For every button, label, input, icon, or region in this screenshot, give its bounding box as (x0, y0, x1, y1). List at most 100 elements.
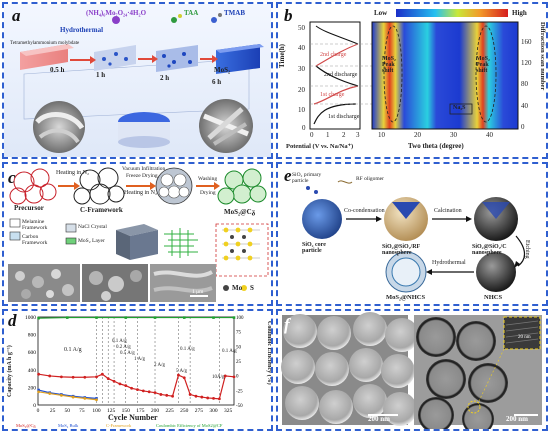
xtick-0: 0 (310, 131, 314, 139)
legend-mos2-layer: MoS₂ Layer (78, 238, 105, 244)
legend-cframe: C-Framework (106, 423, 132, 428)
precursor-rod (20, 44, 74, 70)
series-2-point-4 (83, 397, 87, 400)
carbon-icon (9, 231, 21, 241)
tmab-label: TMAB (224, 9, 245, 17)
ytick-20: 20 (298, 86, 305, 94)
series-0-point-3 (71, 375, 75, 379)
mos2-layer-icon (65, 237, 77, 245)
y-tick-3: 600 (28, 350, 37, 356)
series-3-point-0 (37, 316, 40, 320)
label-etching: Etching (524, 240, 530, 259)
series-line-2 (38, 391, 97, 401)
name-mos2c: MoS₂@Cᵹ (224, 208, 256, 216)
hydrothermal-label: Hydrothermal (60, 26, 104, 34)
series-0-point-0 (37, 372, 40, 376)
step-washing: Washing (198, 176, 218, 182)
y2-tick-1: 75 (236, 331, 242, 336)
tmab-icon (211, 17, 217, 23)
x-tick-10: 250 (180, 408, 189, 414)
sem-image-2 (82, 264, 148, 302)
d-ylabel-left: Capacity (mA h g⁻¹) (7, 345, 13, 397)
x-tick-13: 325 (224, 408, 233, 414)
series-0-point-5 (95, 375, 98, 379)
x-tick-8: 200 (151, 408, 160, 414)
y-tick-5: 1000 (25, 315, 36, 321)
x-tick-6: 150 (122, 408, 131, 414)
series-0-point-21 (188, 393, 192, 396)
panel-c: c Heating in N₂ Vacuum Infiltration Free… (2, 162, 273, 306)
right-ytick-160: 160 (521, 38, 532, 46)
mos2-shift-left: MoS₂ Peak shift (382, 56, 396, 74)
time-2h: 2 h (160, 74, 170, 82)
molybdate-formula: (NH₄)₆Mo₇O₂₄·4H₂O (86, 9, 147, 17)
series-0-point-17 (165, 393, 169, 397)
step-heating-1: Heating in N₂ (56, 170, 90, 176)
scale-left: 200 nm (368, 415, 390, 423)
series-0-point-8 (112, 379, 116, 383)
curve-2nd-discharge (315, 65, 359, 87)
series-line-3 (38, 316, 234, 319)
legend-ce: Coulombic Efficiency of MoS2@CF (156, 423, 223, 428)
step-vacuum: Vacuum Infiltration (122, 166, 166, 172)
rate-10: 10A/g (212, 375, 225, 380)
sem-image-1 (8, 264, 80, 302)
taa-icon (171, 17, 177, 23)
series-2-point-1 (48, 392, 52, 395)
precursor-network (9, 168, 57, 205)
atom-mo: Mo (232, 284, 243, 292)
right-xlabel: Two theta (degree) (408, 142, 464, 150)
series-1-point-0 (37, 388, 40, 392)
rate-capability-chart: 0 25 50 75 100 125 150 175 200 225 250 275 300 325020… (25, 315, 244, 414)
y2-tick-0: 100 (236, 316, 244, 321)
series-2-point-3 (71, 395, 75, 399)
atom-s: S (250, 284, 254, 292)
rod-6h (216, 44, 264, 74)
x-tick-0: 0 (37, 408, 40, 414)
product-label: MoS₂ (214, 66, 231, 74)
label-mos2nhcs: MoS₂@NHCS (386, 294, 426, 301)
rate-1: 1 A/g (134, 357, 145, 362)
series-0-point-25 (212, 397, 215, 400)
nhcs-sphere (476, 252, 516, 292)
y-tick-4: 800 (28, 333, 37, 339)
series-line-1 (38, 389, 97, 399)
panel-e-label: e (284, 166, 292, 185)
panel-a: a Hydrothermal (NH₄)₆Mo₇O₂₄·4H₂O TAA TMA… (2, 2, 273, 159)
ytick-40: 40 (298, 44, 305, 52)
series-0-point-27 (223, 374, 227, 378)
rate-01-b: 0.1 A/g (112, 339, 127, 344)
mos2-c-network (217, 168, 267, 205)
series-0-point-14 (147, 390, 151, 394)
label-hydrothermal: Hydrothermal (432, 260, 466, 266)
x-tick-1: 25 (50, 408, 56, 414)
voltage-time-axes (309, 21, 361, 130)
left-xlabel: Potential (V vs. Na/Na⁺) (286, 143, 354, 150)
series-3-point-6 (212, 316, 215, 319)
x-tick-11: 275 (195, 408, 204, 414)
legend-mos2c: MoS₂@Cᵹ (16, 423, 36, 428)
series-0-point-16 (159, 393, 163, 396)
panel-f-label: f (284, 315, 290, 334)
nacl-icon (65, 223, 77, 233)
series-0-point-1 (48, 374, 52, 378)
melamine-icon (9, 218, 21, 228)
legend-carbon: Carbon Framework (22, 234, 48, 246)
series-0-point-19 (177, 373, 180, 377)
legend-nacl: NaCl Crystal (78, 224, 107, 230)
d-xlabel: Cycle Number (108, 413, 158, 422)
series-3-point-4 (153, 316, 157, 319)
x-tick-3: 75 (79, 408, 85, 414)
series-0-point-10 (124, 384, 128, 388)
panel-e-art (302, 180, 526, 293)
series-0-point-7 (106, 377, 110, 380)
series-0-point-23 (200, 395, 204, 399)
series-3-point-3 (124, 316, 128, 319)
ytick-10: 10 (298, 106, 305, 114)
panel-e: e SiO₂ primary particle RF oligomer Co-c… (276, 162, 548, 306)
diffraction-heatmap (371, 21, 519, 130)
curve-2nd-charge (315, 43, 359, 67)
y-tick-1: 200 (28, 385, 37, 391)
series-3-point-1 (65, 316, 69, 319)
right-ytick-120: 120 (521, 59, 532, 67)
